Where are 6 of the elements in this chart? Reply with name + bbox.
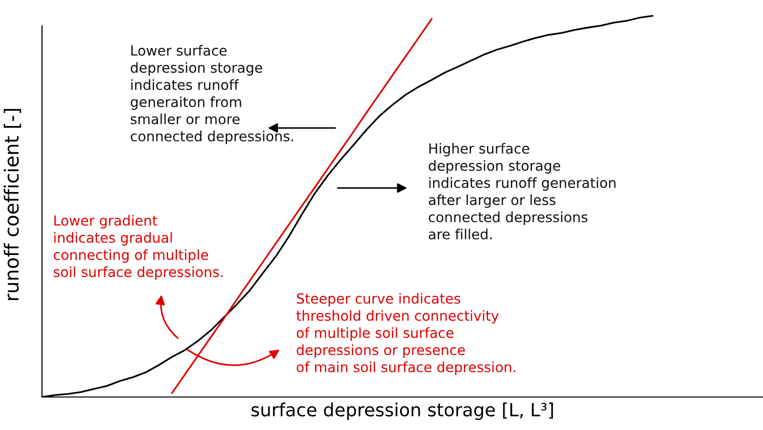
- y-axis-title: runoff coefficient [-]: [4, 108, 22, 300]
- annotation: Lower surface depression storage indicates runoff generaiton from smaller or more connected depressions.: [130, 45, 294, 144]
- annotation: Higher surface depression storage indicates runoff generation after larger or less connected depressions are filled.: [428, 143, 616, 240]
- annotation: Steeper curve indicates threshold driven connectivity of multiple soil surface depressions or presence of main soil surface depression.: [296, 293, 516, 375]
- x-axis-title: surface depression storage [L, L³]: [252, 402, 553, 420]
- annotation: Lower gradient indicates gradual connecting of multiple soil surface depressions.: [54, 215, 223, 280]
